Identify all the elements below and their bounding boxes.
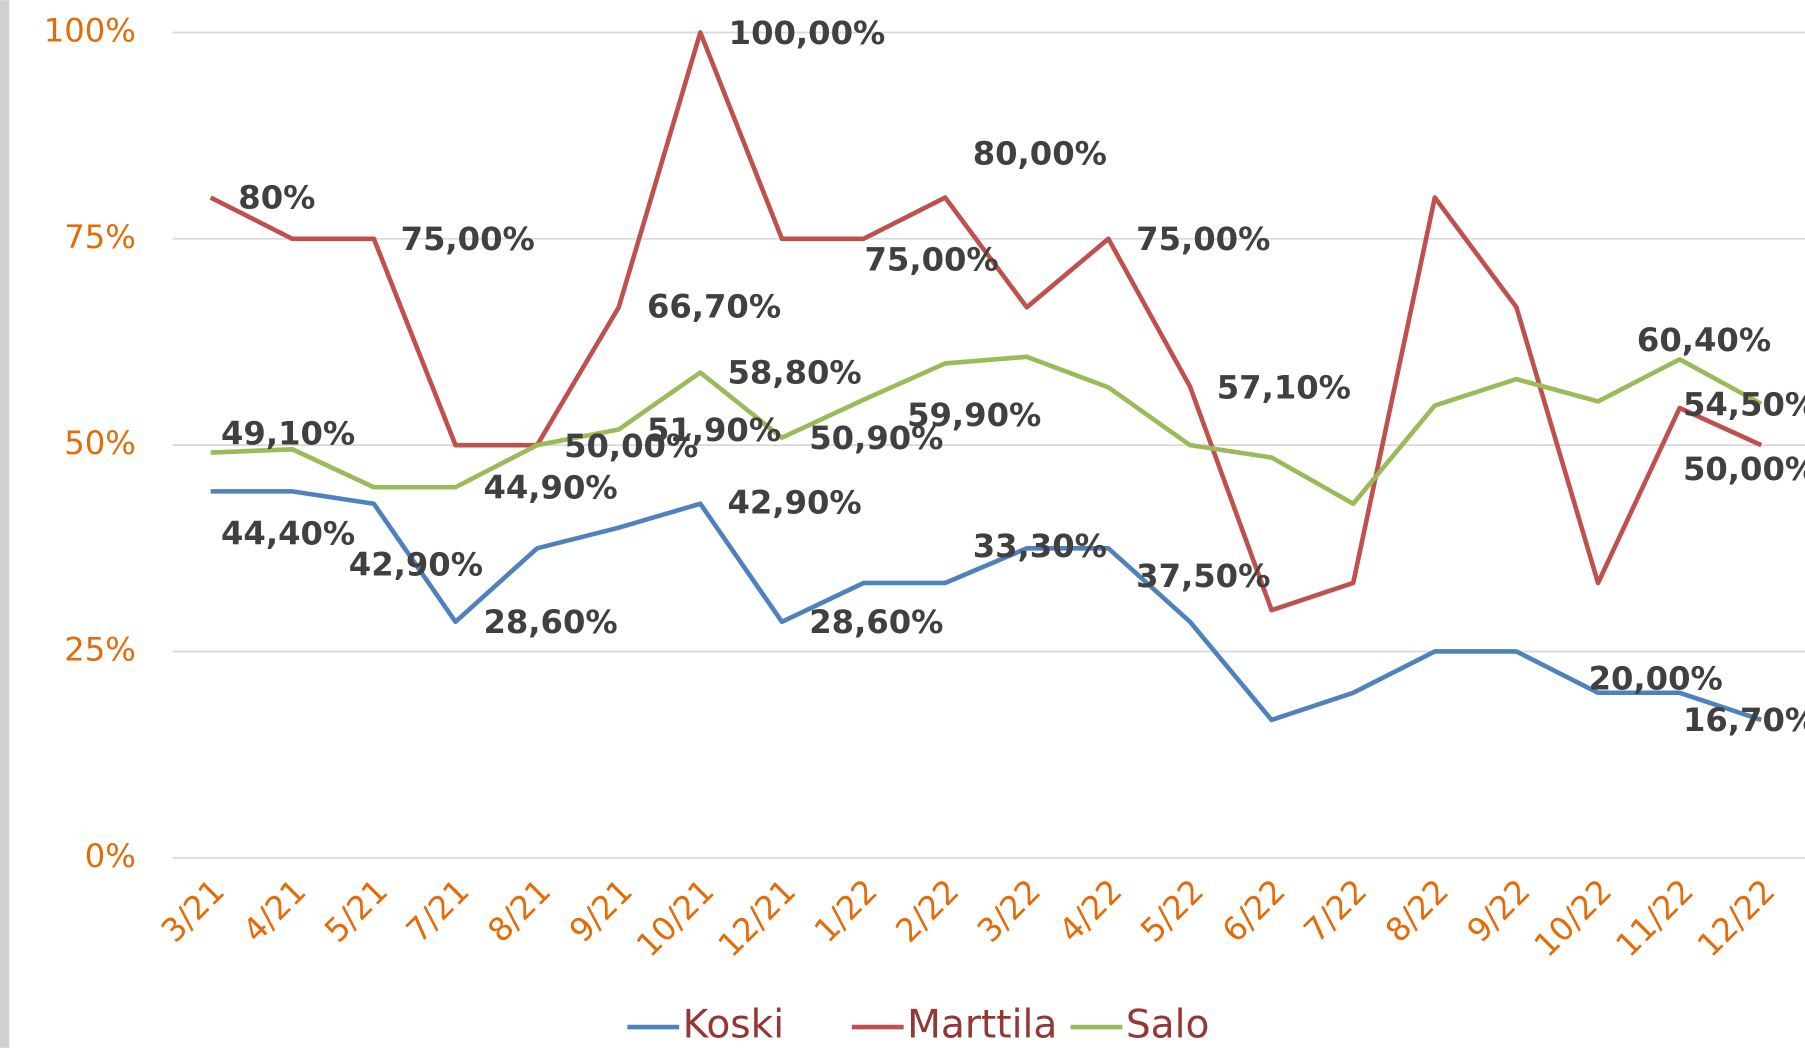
x-tick-label: 4/22	[1052, 872, 1130, 950]
data-label: 75,00%	[865, 241, 999, 279]
x-tick-label: 1/22	[807, 872, 885, 950]
data-label: 51,90%	[647, 411, 781, 449]
data-label: 49,10%	[221, 414, 355, 452]
data-label: 50,90%	[809, 419, 943, 457]
y-tick-label: 0%	[85, 837, 136, 875]
legend-label: Salo	[1126, 1003, 1210, 1048]
data-label: 80,00%	[973, 135, 1107, 173]
data-label: 16,70%	[1683, 701, 1805, 739]
data-label: 28,60%	[483, 603, 617, 641]
y-tick-label: 25%	[64, 630, 136, 668]
data-label: 75,00%	[1136, 220, 1270, 258]
legend-label: Koski	[683, 1003, 785, 1048]
data-line	[210, 489, 1762, 723]
data-label: 42,90%	[349, 546, 483, 584]
x-tick-label: 8/21	[480, 872, 558, 950]
data-label: 100,00%	[729, 14, 886, 52]
data-label: 75,00%	[401, 220, 535, 258]
x-tick-label: 12/22	[1690, 872, 1783, 965]
data-label: 60,40%	[1637, 321, 1771, 359]
data-label: 54,50%	[1683, 386, 1805, 424]
y-tick-label: 50%	[64, 424, 136, 462]
x-tick-label: 11/22	[1608, 872, 1701, 965]
data-label: 66,70%	[647, 288, 781, 326]
x-tick-label: 12/21	[711, 872, 804, 965]
x-tick-label: 10/22	[1527, 872, 1620, 965]
x-tick-label: 7/21	[399, 872, 477, 950]
x-tick-label: 8/22	[1378, 872, 1456, 950]
x-tick-label: 6/22	[1215, 872, 1293, 950]
data-label: 37,50%	[1136, 557, 1270, 595]
data-label: 44,90%	[483, 468, 617, 506]
data-line	[210, 354, 1763, 507]
x-tick-label: 7/22	[1296, 872, 1374, 950]
data-label: 28,60%	[809, 603, 943, 641]
x-tick-label: 5/21	[317, 872, 395, 950]
y-tick-label: 100%	[44, 11, 136, 49]
data-label: 20,00%	[1589, 660, 1723, 698]
x-tick-label: 4/21	[235, 872, 313, 950]
x-tick-label: 3/22	[970, 872, 1048, 950]
x-tick-label: 5/22	[1133, 872, 1211, 950]
data-label: 80%	[238, 178, 315, 216]
left-edge	[0, 0, 10, 1048]
data-label: 58,80%	[728, 353, 862, 391]
data-label: 57,10%	[1217, 368, 1351, 406]
x-tick-label: 3/21	[154, 872, 232, 950]
x-tick-label: 2/22	[888, 872, 966, 950]
data-label: 50,00%	[1683, 450, 1805, 488]
x-tick-label: 10/21	[629, 872, 722, 965]
y-tick-label: 75%	[64, 218, 136, 256]
data-label: 33,30%	[973, 527, 1107, 565]
data-label: 44,40%	[221, 515, 355, 553]
data-line	[209, 30, 1763, 613]
data-label: 59,90%	[907, 396, 1041, 434]
legend-label: Marttila	[907, 1003, 1057, 1048]
data-label: 50,00%	[564, 427, 698, 465]
data-label: 42,90%	[728, 483, 862, 521]
